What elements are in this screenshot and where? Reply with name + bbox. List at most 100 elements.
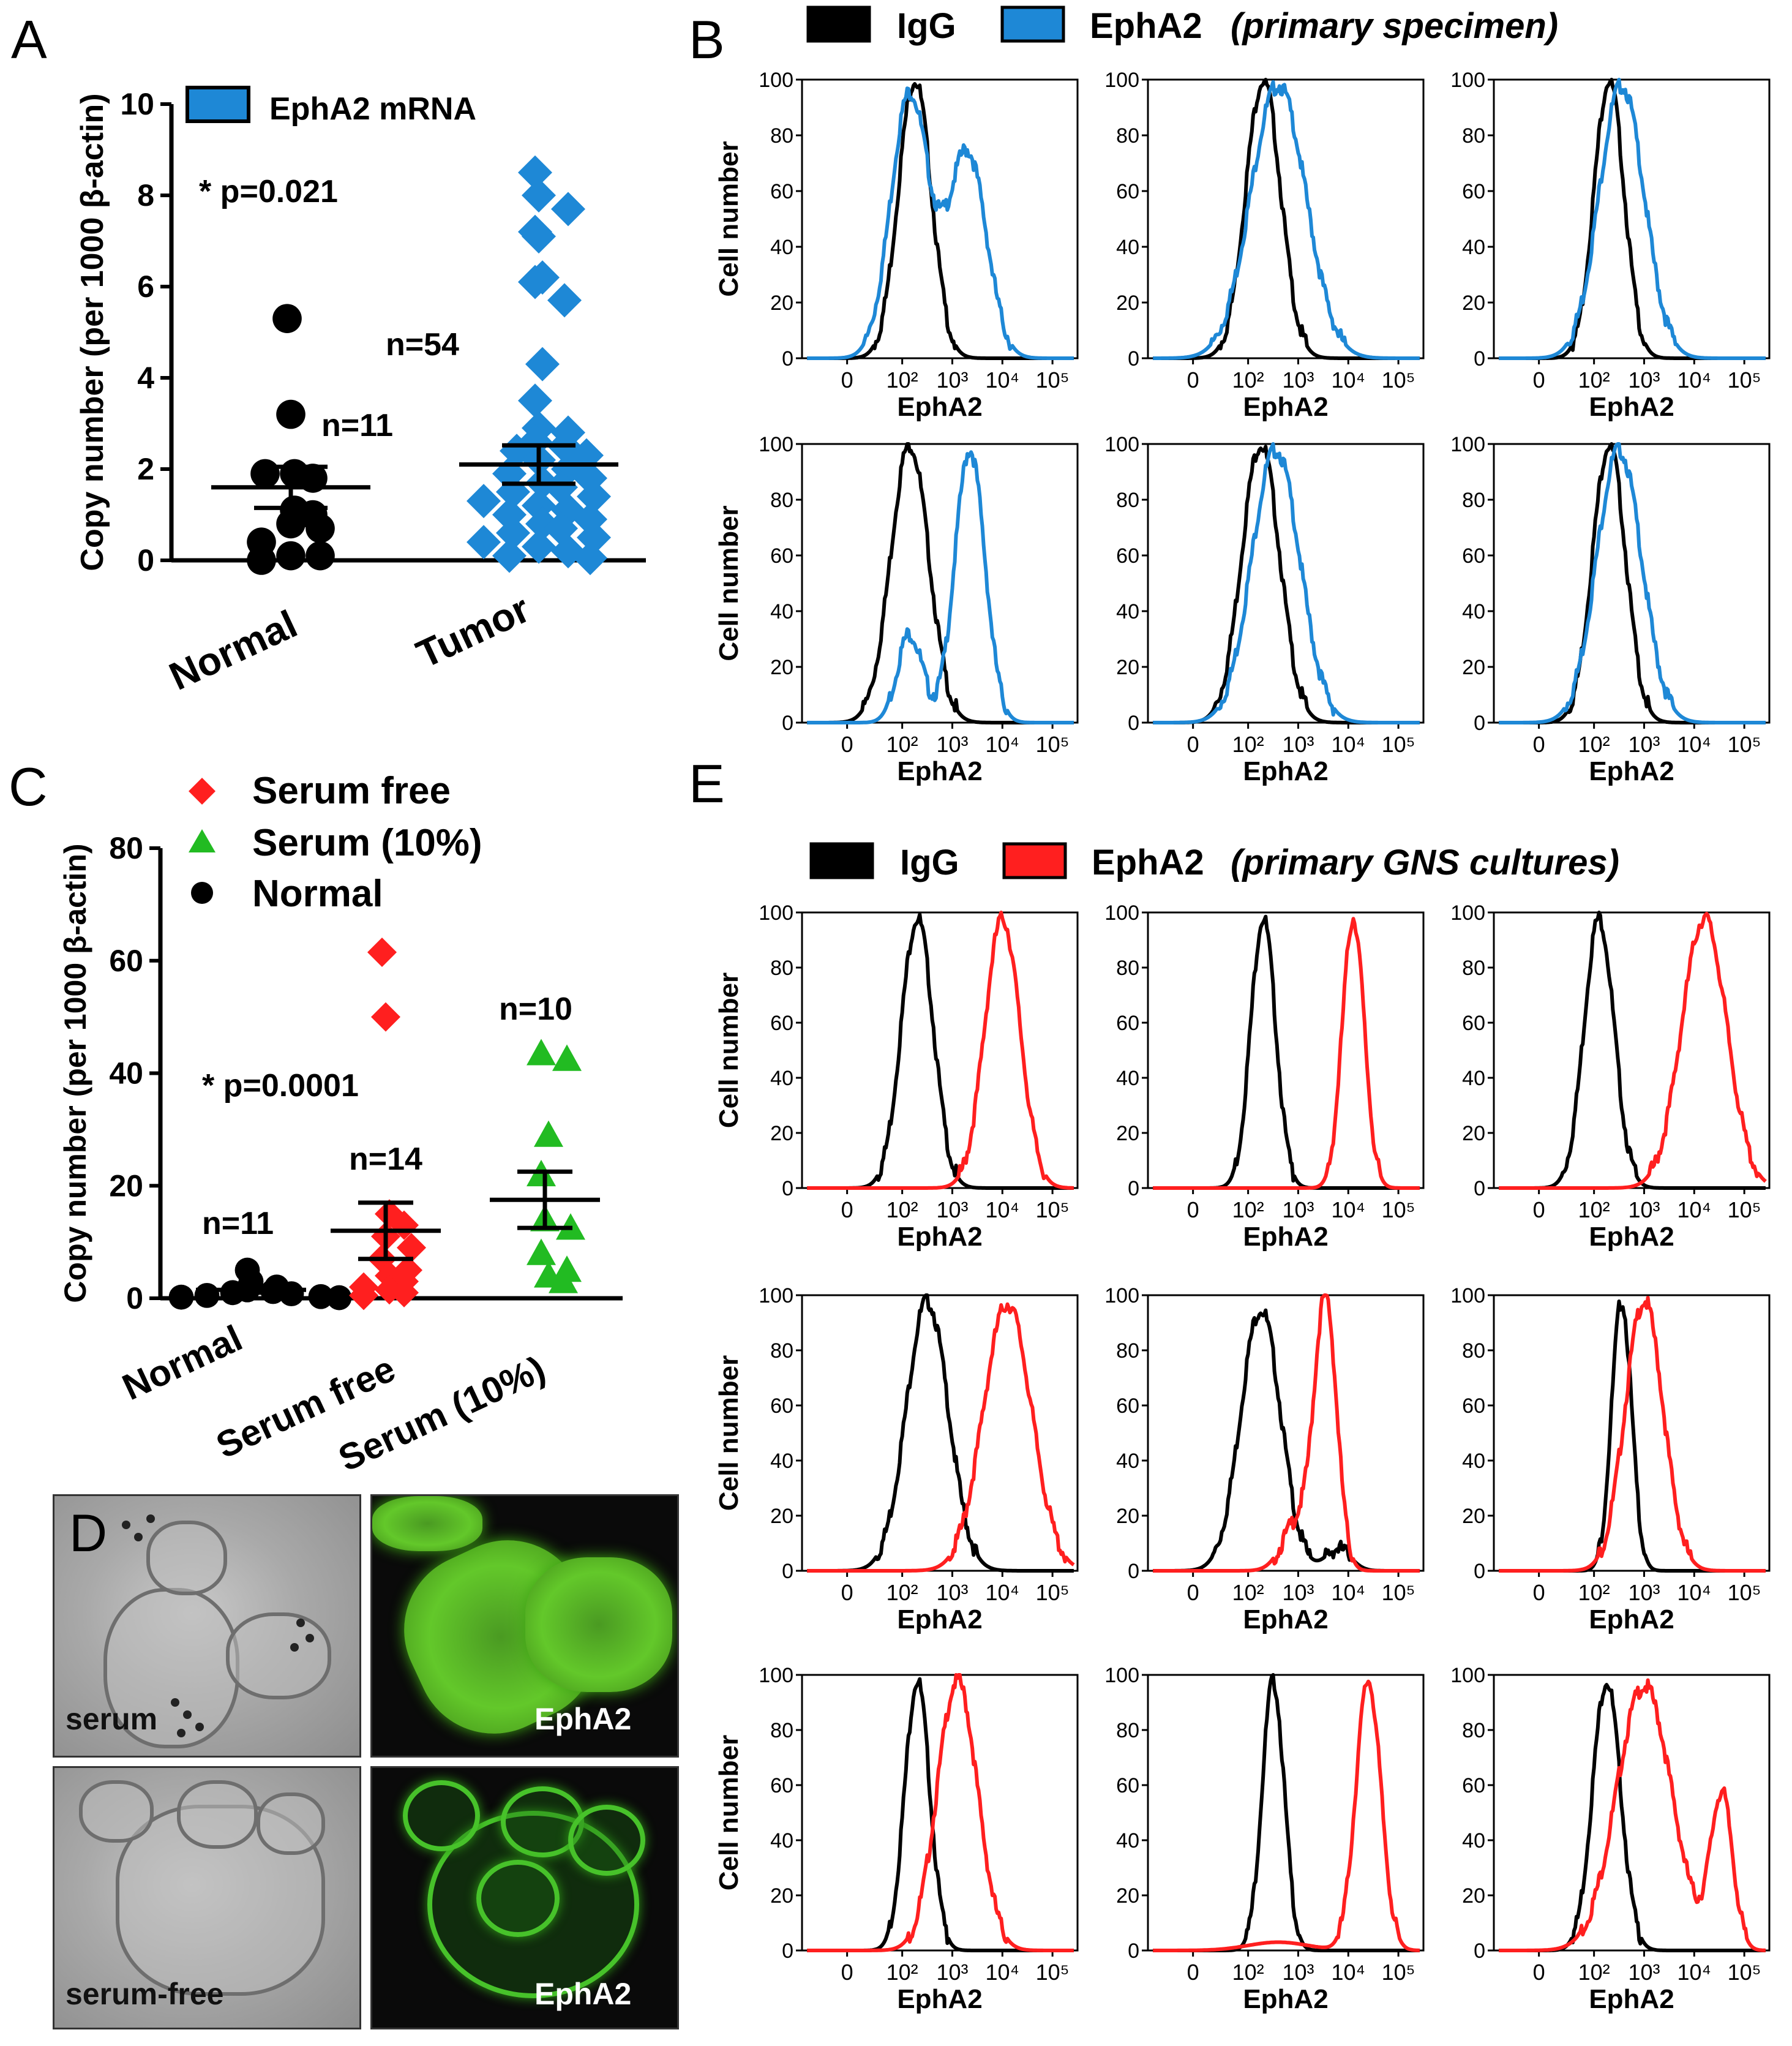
y-tick-label: 20 <box>1462 1505 1485 1528</box>
x-tick-label: 0 <box>841 1580 853 1605</box>
x-tick-label: 0 <box>1533 1960 1545 1985</box>
x-tick-label: 10⁵ <box>1382 367 1415 393</box>
panel-a-chart: 0 2 4 6 8 10 Copy number (per 1000 β-actin) n=1… <box>75 87 646 699</box>
x-tick-label: 10⁵ <box>1728 1960 1761 1985</box>
y-tick-label: 80 <box>1116 489 1139 512</box>
histogram-e-4: 0 20 40 60 80 100 0 10² 10³ 10⁴ 10⁵ EphA2 Cell numbe… <box>714 1284 1079 1634</box>
data-point <box>308 1284 334 1309</box>
histogram-e-8: 0 20 40 60 80 100 0 10² 10³ 10⁴ 10⁵ EphA2 <box>1104 1664 1425 2014</box>
y-tick-label: 80 <box>770 1339 793 1363</box>
x-tick-label: 10³ <box>1628 1960 1660 1985</box>
data-point <box>371 1002 400 1032</box>
x-tick-label: 10³ <box>1628 1197 1660 1222</box>
histogram-epha2 <box>806 450 1074 724</box>
y-tick-label: 60 <box>1116 1774 1139 1797</box>
histogram-epha2 <box>1498 1296 1766 1573</box>
x-tick-label: 10³ <box>1628 732 1660 757</box>
y-axis-label: Cell number <box>714 505 744 661</box>
n-label: n=11 <box>321 408 393 443</box>
y-tick-label: 0 <box>1128 1177 1139 1200</box>
y-tick-label: 0 <box>1128 347 1139 370</box>
y-tick-label: 60 <box>1116 180 1139 203</box>
histogram-epha2 <box>1498 78 1766 360</box>
histogram-epha2 <box>1152 80 1420 360</box>
data-point <box>522 219 556 254</box>
histogram-epha2 <box>806 1673 1074 1952</box>
x-tick-label: 10³ <box>1282 367 1314 393</box>
histogram-epha2 <box>1152 1293 1420 1573</box>
x-tick-label: 0 <box>1187 1960 1199 1985</box>
y-tick-label: 60 <box>1462 544 1485 568</box>
y-tick-label: 20 <box>1462 1884 1485 1908</box>
y-tick-label: 100 <box>1450 1664 1485 1687</box>
legend-swatch-epha2-mrna <box>186 86 250 123</box>
x-tick-label: 10³ <box>1282 732 1314 757</box>
histogram-epha2 <box>1498 1678 1766 1952</box>
x-tick-label: 10² <box>1232 1197 1264 1222</box>
data-point <box>250 459 280 489</box>
plot-frame <box>1147 1294 1425 1572</box>
y-tick-label: 40 <box>770 1829 793 1852</box>
y-tick-label: 20 <box>1116 656 1139 679</box>
data-point <box>525 347 560 382</box>
histogram-igg <box>1498 1683 1766 1952</box>
y-tick-label: 60 <box>109 944 143 978</box>
legend-label: Serum (10%) <box>252 822 482 864</box>
histogram-e-2: 0 20 40 60 80 100 0 10² 10³ 10⁴ 10⁵ EphA2 <box>1104 901 1425 1252</box>
data-point <box>306 541 335 571</box>
y-tick-label: 0 <box>782 1177 793 1200</box>
x-tick-label: 10⁵ <box>1382 1197 1415 1222</box>
x-axis-label: EphA2 <box>897 392 982 422</box>
x-tick-label: 10² <box>1232 732 1264 757</box>
x-tick-label: 10⁵ <box>1036 732 1070 757</box>
data-point <box>534 1120 563 1147</box>
x-tick-label: 10⁵ <box>1728 1197 1761 1222</box>
y-tick-label: 80 <box>109 831 143 865</box>
y-tick-label: 0 <box>782 712 793 735</box>
x-category-label: Normal <box>163 601 304 698</box>
data-point <box>367 937 397 967</box>
y-tick-label: 20 <box>1116 291 1139 315</box>
y-tick-label: 60 <box>770 180 793 203</box>
y-tick-label: 100 <box>1450 1284 1485 1307</box>
histogram-b-1: 0 20 40 60 80 100 0 10² 10³ 10⁴ 10⁵ EphA2 Cell numbe… <box>714 69 1079 422</box>
x-tick-label: 10² <box>1578 1580 1610 1605</box>
p-value: * p=0.021 <box>199 174 338 209</box>
y-tick-label: 100 <box>1450 433 1485 456</box>
legend-label-epha2-e: EphA2 <box>1092 843 1204 882</box>
x-axis-label: EphA2 <box>1243 1604 1328 1634</box>
histogram-e-6: 0 20 40 60 80 100 0 10² 10³ 10⁴ 10⁵ EphA2 <box>1450 1284 1771 1634</box>
y-tick-label: 80 <box>1462 957 1485 980</box>
histogram-b-3: 0 20 40 60 80 100 0 10² 10³ 10⁴ 10⁵ EphA2 <box>1450 69 1771 422</box>
data-point <box>577 479 611 514</box>
y-tick-label: 80 <box>1462 489 1485 512</box>
n-label: n=54 <box>386 327 459 363</box>
panel-letter-c: C <box>9 756 48 817</box>
x-tick-label: 10² <box>887 732 918 757</box>
y-tick-label: 100 <box>759 1284 793 1307</box>
plot-frame <box>1147 443 1425 724</box>
plot-frame <box>1493 443 1771 724</box>
y-tick-label: 80 <box>770 124 793 148</box>
plot-frame <box>1493 1294 1771 1572</box>
y-tick-label: 60 <box>770 1012 793 1035</box>
y-axis-label: Copy number (per 1000 β-actin) <box>75 93 110 571</box>
x-tick-label: 10⁴ <box>1332 732 1366 757</box>
legend-swatch-igg-e <box>809 842 874 879</box>
y-axis-label: Cell number <box>714 141 744 296</box>
y-tick-label: 0 <box>1474 1177 1485 1200</box>
x-axis-label: EphA2 <box>1589 1984 1674 2014</box>
data-point <box>467 484 501 519</box>
data-point <box>279 1281 304 1307</box>
series-serum-free: n=14 <box>331 937 441 1311</box>
x-tick-label: 10⁴ <box>1332 367 1366 393</box>
label-serum: serum <box>66 1702 158 1736</box>
x-tick-label: 10⁴ <box>1332 1960 1366 1985</box>
y-tick-label: 40 <box>1462 1829 1485 1852</box>
y-tick-label: 40 <box>770 1450 793 1473</box>
data-point <box>349 1281 378 1311</box>
y-tick-label: 20 <box>109 1168 143 1203</box>
x-axis-label: EphA2 <box>897 1984 982 2014</box>
y-axis-label: Cell number <box>714 1735 744 1890</box>
histogram-b-2: 0 20 40 60 80 100 0 10² 10³ 10⁴ 10⁵ EphA2 <box>1104 69 1425 422</box>
